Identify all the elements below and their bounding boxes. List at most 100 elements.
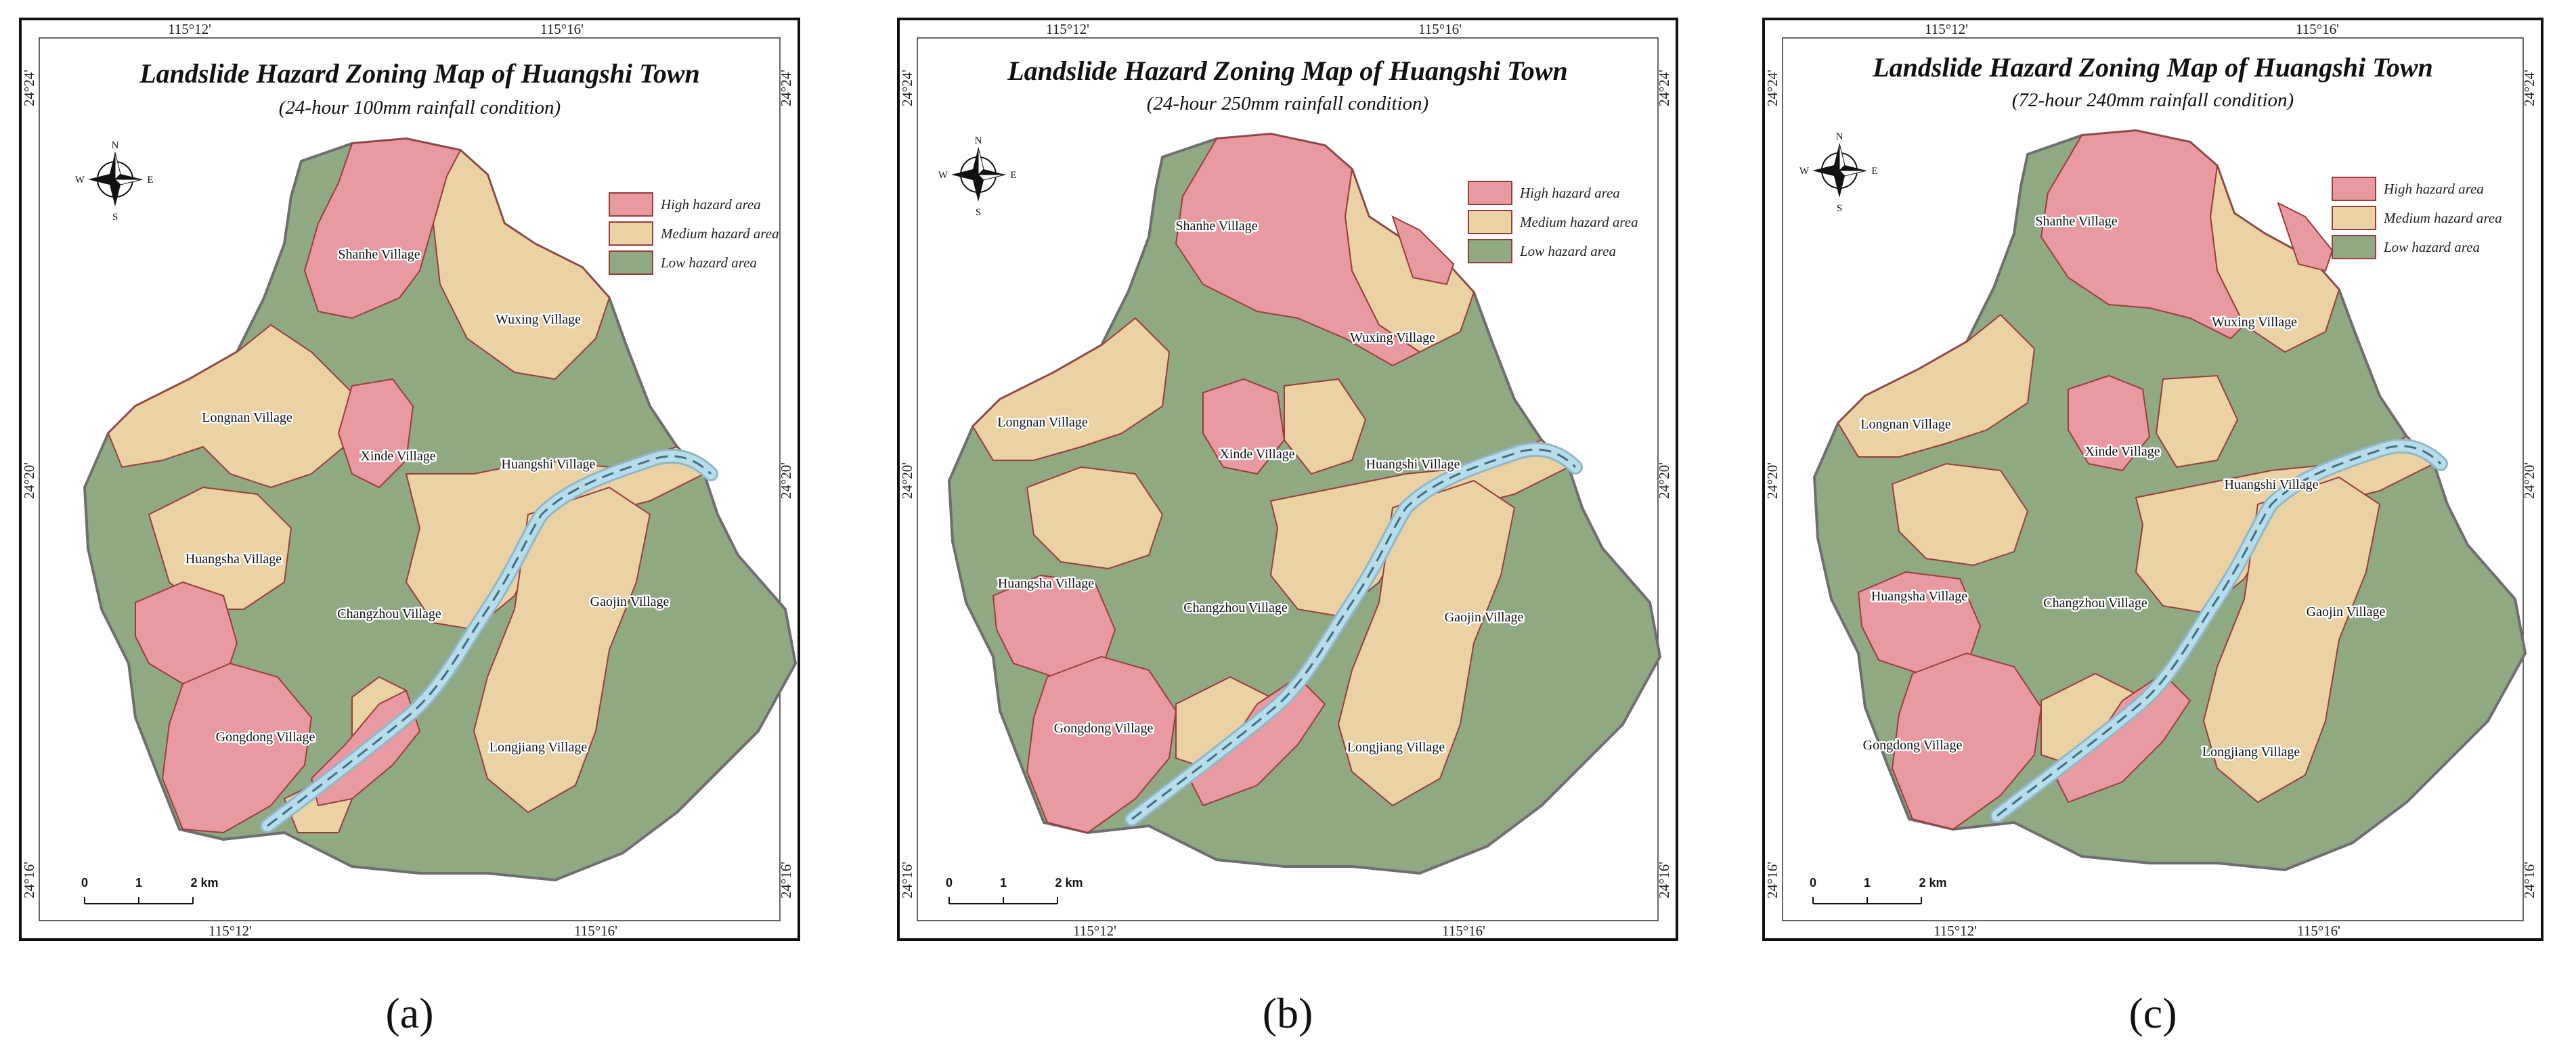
map-neatline bbox=[39, 37, 781, 921]
village-label-xinde: Xinde Village bbox=[360, 449, 435, 464]
coord-bottom-1: 115°12' bbox=[1073, 923, 1116, 939]
coord-right-3: 24°16' bbox=[1656, 862, 1672, 898]
legend: High hazard area Medium hazard area Low … bbox=[609, 192, 779, 275]
village-label-huangsha: Huangsha Village bbox=[1871, 589, 1967, 604]
map-figure: 115°12' 115°16' 115°12' 115°16' 24°24' 2… bbox=[1762, 18, 2544, 941]
compass-rose-icon: N S E W bbox=[938, 135, 1017, 218]
village-label-changzhou: Changzhou Village bbox=[1183, 600, 1288, 615]
village-label-xinde: Xinde Village bbox=[1219, 447, 1294, 462]
legend-swatch-high bbox=[1468, 181, 1512, 205]
scale-bar: 0 1 2 km bbox=[1810, 876, 1947, 904]
coord-right-3: 24°16' bbox=[2521, 862, 2537, 898]
village-label-huangshi: Huangshi Village bbox=[2225, 477, 2319, 492]
coord-top-1: 115°12' bbox=[1925, 21, 1968, 37]
river-centerline bbox=[267, 455, 712, 827]
village-label-huangshi: Huangshi Village bbox=[502, 457, 596, 472]
coord-top-2: 115°16' bbox=[2296, 21, 2339, 37]
coord-right-1: 24°24' bbox=[1656, 70, 1672, 106]
scale-label-0: 0 bbox=[1810, 876, 1816, 890]
scale-label-2: 2 km bbox=[1919, 876, 1946, 890]
village-label-longnan: Longnan Village bbox=[202, 410, 292, 425]
village-label-huangshi: Huangshi Village bbox=[1366, 457, 1460, 472]
compass-s: S bbox=[1837, 203, 1842, 214]
village-label-wuxing: Wuxing Village bbox=[2212, 315, 2297, 330]
scale-label-2: 2 km bbox=[190, 876, 218, 890]
river-centerline bbox=[1131, 448, 1577, 820]
legend-label-low: Low hazard area bbox=[660, 255, 757, 271]
coord-left-3: 24°16' bbox=[21, 862, 37, 898]
high-hazard-zones bbox=[1857, 129, 2334, 831]
map-panel-b: 115°12' 115°16' 115°12' 115°16' 24°24' 2… bbox=[878, 0, 1697, 1054]
map-subtitle: (24-hour 100mm rainfall condition) bbox=[279, 97, 561, 118]
panel-caption: (c) bbox=[2129, 989, 2177, 1037]
village-label-gaojin: Gaojin Village bbox=[1445, 610, 1524, 625]
map-subtitle: (72-hour 240mm rainfall condition) bbox=[2012, 89, 2294, 111]
scale-label-1: 1 bbox=[1000, 876, 1007, 890]
map-neatline bbox=[917, 37, 1659, 921]
coord-bottom-1: 115°12' bbox=[1934, 923, 1977, 939]
map-panel-c: 115°12' 115°16' 115°12' 115°16' 24°24' 2… bbox=[1743, 0, 2562, 1054]
legend-swatch-high bbox=[609, 192, 653, 217]
high-hazard-zones bbox=[992, 133, 1455, 834]
legend-swatch-low bbox=[1468, 239, 1512, 263]
coord-bottom-2: 115°16' bbox=[574, 923, 617, 939]
coord-right-2: 24°20' bbox=[2521, 462, 2537, 499]
map-title: Landslide Hazard Zoning Map of Huangshi … bbox=[139, 58, 700, 89]
compass-w: W bbox=[1799, 166, 1810, 177]
village-label-shanhe: Shanhe Village bbox=[2035, 214, 2117, 229]
coord-left-3: 24°16' bbox=[899, 862, 915, 898]
compass-w: W bbox=[938, 170, 948, 181]
compass-n: N bbox=[112, 140, 119, 151]
village-label-longjiang: Longjiang Village bbox=[2202, 745, 2300, 760]
coord-bottom-2: 115°16' bbox=[2297, 923, 2340, 939]
coord-right-1: 24°24' bbox=[778, 70, 794, 106]
coord-right-2: 24°20' bbox=[1656, 462, 1672, 499]
coord-top-1: 115°12' bbox=[1046, 21, 1089, 37]
map-figure: 115°12' 115°16' 115°12' 115°16' 24°24' 2… bbox=[897, 18, 1678, 941]
coord-top-1: 115°12' bbox=[168, 21, 211, 37]
legend-label-high: High hazard area bbox=[660, 196, 761, 213]
coord-top-2: 115°16' bbox=[1418, 21, 1462, 37]
river-centerline bbox=[1996, 445, 2442, 817]
legend-swatch-low bbox=[609, 250, 653, 275]
village-label-gaojin: Gaojin Village bbox=[2307, 605, 2386, 619]
village-label-gaojin: Gaojin Village bbox=[590, 594, 670, 609]
coord-left-2: 24°20' bbox=[899, 462, 915, 499]
legend-label-medium: Medium hazard area bbox=[1519, 214, 1638, 230]
map-neatline bbox=[1782, 37, 2524, 921]
village-label-longjiang: Longjiang Village bbox=[489, 740, 588, 755]
village-label-huangsha: Huangsha Village bbox=[998, 576, 1094, 591]
legend-label-low: Low hazard area bbox=[2383, 239, 2480, 255]
panel-caption: (b) bbox=[1262, 989, 1313, 1037]
coord-left-2: 24°20' bbox=[21, 462, 37, 499]
village-label-gongdong: Gongdong Village bbox=[1054, 721, 1154, 736]
village-label-longjiang: Longjiang Village bbox=[1347, 740, 1445, 755]
compass-e: E bbox=[147, 175, 153, 185]
legend-swatch-medium bbox=[609, 221, 653, 246]
legend-swatch-high bbox=[2332, 177, 2376, 201]
scale-label-1: 1 bbox=[1864, 876, 1871, 890]
village-label-huangsha: Huangsha Village bbox=[185, 552, 282, 567]
coord-right-2: 24°20' bbox=[778, 462, 794, 499]
compass-n: N bbox=[1836, 131, 1843, 142]
village-label-gongdong: Gongdong Village bbox=[216, 730, 315, 745]
compass-s: S bbox=[976, 207, 981, 218]
legend: High hazard area Medium hazard area Low … bbox=[2332, 177, 2502, 259]
coord-right-1: 24°24' bbox=[2521, 70, 2537, 106]
village-label-longnan: Longnan Village bbox=[1860, 417, 1951, 432]
legend-swatch-medium bbox=[1468, 210, 1512, 234]
compass-e: E bbox=[1010, 170, 1016, 181]
scale-label-1: 1 bbox=[135, 876, 142, 890]
map-figure: 115°12' 115°16' 115°12' 115°16' 24°24' 2… bbox=[19, 18, 800, 941]
legend-label-medium: Medium hazard area bbox=[2383, 210, 2502, 226]
coord-right-3: 24°16' bbox=[778, 862, 794, 898]
village-label-wuxing: Wuxing Village bbox=[496, 312, 581, 327]
compass-s: S bbox=[112, 212, 118, 223]
compass-n: N bbox=[975, 135, 982, 146]
map-title: Landslide Hazard Zoning Map of Huangshi … bbox=[1872, 52, 2433, 83]
coord-left-1: 24°24' bbox=[899, 70, 915, 106]
village-label-xinde: Xinde Village bbox=[2084, 444, 2160, 459]
legend-label-low: Low hazard area bbox=[1519, 243, 1616, 259]
village-label-longnan: Longnan Village bbox=[997, 415, 1088, 430]
compass-e: E bbox=[1871, 166, 1877, 177]
